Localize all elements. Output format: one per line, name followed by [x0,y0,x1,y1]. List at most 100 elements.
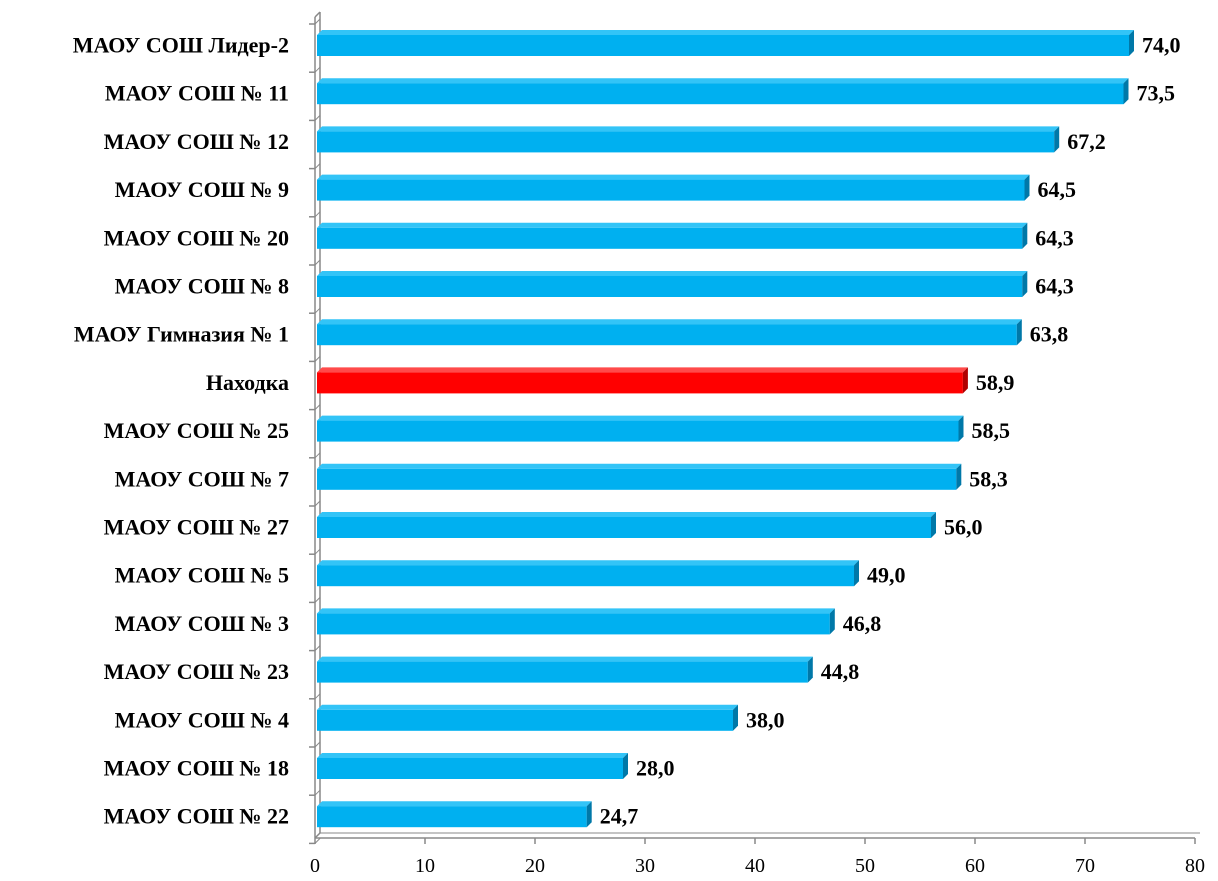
bar [317,271,1028,297]
value-label: 56,0 [944,515,983,540]
value-label: 28,0 [636,756,675,781]
category-label: МАОУ СОШ № 11 [105,81,289,106]
bar-top-face [317,656,813,662]
y-grid-stub [314,356,321,362]
bar-side-face [1123,78,1129,105]
bar-side-face [623,753,628,779]
y-grid-stub [314,597,321,603]
value-label: 58,5 [972,418,1011,443]
bar-top-face [317,174,1030,180]
category-label: МАОУ СОШ № 22 [104,804,289,829]
bar-side-face [1016,319,1022,346]
bar [317,319,1022,346]
value-label: 67,2 [1067,129,1106,154]
x-tick-label: 70 [1075,855,1095,877]
bar-side-face [958,415,964,442]
bar-front-face [317,420,959,442]
x-tick-label: 50 [855,855,875,877]
bar-front-face [317,35,1129,56]
category-label: МАОУ СОШ Лидер-2 [73,33,289,58]
value-label: 38,0 [746,707,785,732]
bar-top-face [317,415,964,421]
chart-axes [309,11,1200,845]
bar-top-face [317,753,628,758]
bar-front-face [317,565,854,587]
value-label: 64,3 [1035,225,1074,250]
category-label: МАОУ СОШ № 8 [115,274,289,299]
bar-front-face [317,613,830,635]
category-label: МАОУ СОШ № 5 [115,563,289,588]
category-label: МАОУ Гимназия № 1 [74,322,289,347]
bar [317,608,835,635]
y-axis-cap [314,11,321,18]
bar-top-face [317,78,1129,84]
y-grid-stub [314,693,321,700]
y-grid-stub [314,66,321,73]
y-grid-stub [314,838,321,844]
y-grid-stub [314,307,321,314]
bar-side-face [586,801,592,828]
value-label: 63,8 [1030,322,1069,347]
bar-top-face [317,560,859,566]
value-label: 64,5 [1038,177,1077,202]
bar [317,753,628,779]
bar-side-face [1022,222,1028,249]
category-label: МАОУ СОШ № 7 [115,466,289,491]
bar-side-face [962,367,968,394]
bar-front-face [317,131,1055,153]
bar [317,801,592,828]
bar-side-face [807,656,813,683]
value-label: 58,3 [969,466,1008,491]
value-label: 46,8 [843,611,882,636]
bar-top-face [317,512,936,517]
bar-top-face [317,367,968,373]
y-grid-stub [314,404,321,410]
y-grid-stub [314,18,321,25]
bar-top-face [317,319,1022,325]
bar-side-face [956,463,962,490]
bar-top-face [317,271,1028,276]
x-tick-label: 20 [525,855,545,877]
y-grid-stub [314,548,321,555]
bar-front-face [317,517,931,538]
bar-side-face [1024,174,1030,201]
category-label: МАОУ СОШ № 9 [115,177,289,202]
y-grid-stub [314,452,321,459]
bar [317,512,936,538]
y-grid-stub [314,789,321,796]
bar-front-face [317,661,808,683]
bar-side-face [1022,271,1028,297]
category-label: МАОУ СОШ № 3 [115,611,289,636]
bar-top-face [317,30,1134,35]
value-label: 64,3 [1035,274,1074,299]
value-label: 74,0 [1142,33,1181,58]
category-label: Находка [206,370,289,395]
bar-front-face [317,709,733,731]
y-grid-stub [314,645,321,651]
y-grid-stub [314,211,321,218]
x-tick-label: 80 [1185,855,1205,877]
bar-front-face [317,324,1017,346]
bar-side-face [829,608,835,635]
floor-edge [314,832,321,839]
category-label: МАОУ СОШ № 20 [104,225,289,250]
category-label: МАОУ СОШ № 4 [115,707,289,732]
bar [317,367,968,394]
chart-bars [317,30,1134,828]
category-label: МАОУ СОШ № 23 [104,659,289,684]
x-tick-label: 10 [415,855,435,877]
category-label: МАОУ СОШ № 18 [104,756,289,781]
bar-top-face [317,126,1060,132]
x-tick-label: 30 [635,855,655,877]
bar-side-face [854,560,859,587]
bar-side-face [1054,126,1060,153]
bar [317,560,859,587]
y-grid-stub [314,115,321,121]
y-grid-stub [314,163,321,169]
bar [317,656,813,683]
bar [317,463,962,490]
bar-front-face [317,372,963,394]
value-label: 49,0 [867,563,906,588]
value-label: 24,7 [600,804,639,829]
